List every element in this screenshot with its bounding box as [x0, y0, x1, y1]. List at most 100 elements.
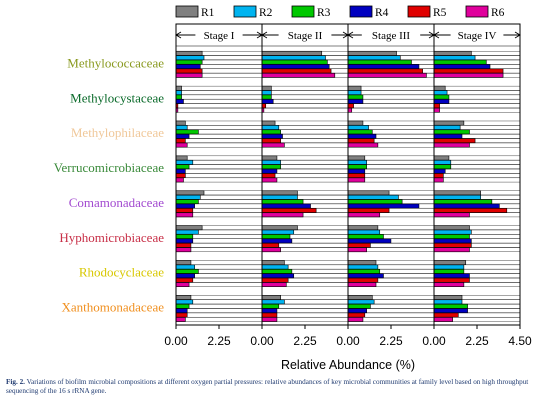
- bar-methylocystaceae-stage-ii-r2: [261, 90, 272, 96]
- bar-comamonadaceae-stage-iii-r3: [347, 199, 403, 205]
- bar-hyphomicrobiaceae-stage-iii-r3: [347, 234, 384, 239]
- grid-bar-methylocystaceae-1-2: [175, 90, 263, 95]
- grid-bar-methylocystaceae-1-3: [175, 94, 263, 100]
- x-tick-label-5: 0.00: [336, 334, 360, 348]
- bar-methylocystaceae-stage-i-r3: [175, 94, 182, 100]
- grid-bar-xanthomonadaceae-1-6: [175, 317, 263, 322]
- bar-comamonadaceae-stage-iii-r6: [347, 212, 381, 218]
- bar-methylococcaceae-stage-iv-r3: [433, 59, 487, 65]
- bar-comamonadaceae-stage-ii-r2: [261, 194, 298, 200]
- bar-methylophilaceae-stage-ii-r6: [261, 142, 285, 148]
- bar-hyphomicrobiaceae-stage-iv-r6: [433, 247, 470, 253]
- legend-label-r1: R1: [201, 7, 215, 19]
- grid-bar-methylocystaceae-1-4: [175, 99, 263, 104]
- bar-hyphomicrobiaceae-stage-ii-r3: [261, 234, 291, 239]
- bar-xanthomonadaceae-stage-iv-r4: [433, 308, 468, 314]
- bar-verrucomicrobiaceae-stage-iv-r3: [433, 164, 452, 170]
- bar-verrucomicrobiaceae-stage-ii-r2: [261, 159, 281, 165]
- bar-methylococcaceae-stage-iv-r2: [433, 55, 476, 61]
- bar-hyphomicrobiaceae-stage-i-r4: [175, 238, 194, 244]
- x-tick-label-4: 2.25: [293, 334, 317, 348]
- bar-methylocystaceae-stage-iv-r1: [433, 85, 446, 91]
- bar-rhodocyclaceae-stage-iv-r2: [433, 264, 465, 270]
- legend-label-r5: R5: [433, 7, 447, 19]
- panel-header-label-stage-ii: Stage II: [288, 30, 323, 42]
- grid-bar-xanthomonadaceae-1-5: [175, 312, 263, 318]
- grid-bar-methylophilaceae-1-5: [175, 138, 263, 143]
- bar-rhodocyclaceae-stage-iii-r2: [347, 264, 379, 270]
- panel-header-label-stage-i: Stage I: [204, 30, 235, 42]
- bar-rhodocyclaceae-stage-iii-r5: [347, 277, 379, 283]
- bar-hyphomicrobiaceae-stage-iv-r5: [433, 242, 472, 248]
- bar-comamonadaceae-stage-ii-r1: [261, 190, 298, 196]
- bar-hyphomicrobiaceae-stage-iv-r1: [433, 225, 470, 231]
- bar-rhodocyclaceae-stage-ii-r3: [261, 268, 293, 274]
- bar-rhodocyclaceae-stage-iv-r6: [433, 282, 465, 287]
- category-label-comamonadaceae: Comamonadaceae: [69, 195, 165, 210]
- bar-verrucomicrobiaceae-stage-iii-r3: [347, 164, 367, 170]
- bar-methylophilaceae-stage-ii-r1: [261, 120, 276, 126]
- grid-bar-methylocystaceae-4-5: [433, 103, 521, 109]
- bar-methylophilaceae-stage-iv-r1: [433, 120, 465, 126]
- bar-hyphomicrobiaceae-stage-ii-r5: [261, 242, 280, 248]
- bar-methylophilaceae-stage-iv-r5: [433, 138, 476, 144]
- bar-verrucomicrobiaceae-stage-ii-r5: [261, 173, 276, 178]
- bar-methylocystaceae-stage-i-r2: [175, 90, 182, 96]
- bar-xanthomonadaceae-stage-iii-r6: [347, 317, 364, 322]
- bar-hyphomicrobiaceae-stage-iv-r2: [433, 229, 472, 235]
- bar-verrucomicrobiaceae-stage-ii-r6: [261, 177, 278, 183]
- bar-hyphomicrobiaceae-stage-ii-r1: [261, 225, 298, 231]
- bar-xanthomonadaceae-stage-iii-r4: [347, 308, 367, 314]
- grid-bar-methylocystaceae-2-3: [261, 94, 349, 100]
- grid-bar-methylocystaceae-2-1: [261, 85, 349, 91]
- grid-bar-methylocystaceae-1-6: [175, 107, 263, 113]
- bar-methylocystaceae-stage-iv-r4: [433, 99, 450, 104]
- bar-methylococcaceae-stage-iii-r1: [347, 50, 397, 56]
- bar-rhodocyclaceae-stage-iv-r3: [433, 268, 465, 274]
- bar-methylophilaceae-stage-iv-r4: [433, 133, 463, 139]
- bar-rhodocyclaceae-stage-i-r4: [175, 273, 195, 279]
- caption-label: Fig. 2.: [6, 378, 25, 386]
- bar-methylophilaceae-stage-i-r5: [175, 138, 186, 144]
- bar-methylococcaceae-stage-i-r6: [175, 72, 203, 78]
- bar-verrucomicrobiaceae-stage-i-r2: [175, 159, 194, 165]
- grid-bar-methylocystaceae-3-5: [347, 103, 435, 109]
- bar-verrucomicrobiaceae-stage-iv-r6: [433, 177, 444, 183]
- caption-text: Variations of biofilm microbial composit…: [6, 378, 529, 395]
- bar-methylocystaceae-stage-ii-r3: [261, 94, 272, 100]
- bar-rhodocyclaceae-stage-iv-r4: [433, 273, 470, 279]
- bar-methylococcaceae-stage-iv-r4: [433, 64, 491, 69]
- figure-caption: Fig. 2. Variations of biofilm microbial …: [6, 378, 546, 396]
- bar-rhodocyclaceae-stage-iv-r1: [433, 260, 467, 265]
- bar-verrucomicrobiaceae-stage-ii-r1: [261, 155, 278, 161]
- bar-hyphomicrobiaceae-stage-iii-r5: [347, 242, 371, 248]
- grid-bar-verrucomicrobiaceae-1-6: [175, 177, 263, 183]
- bar-methylocystaceae-stage-iv-r3: [433, 94, 450, 100]
- bar-comamonadaceae-stage-ii-r6: [261, 212, 304, 218]
- x-tick-label-8: 2.25: [465, 334, 489, 348]
- bar-hyphomicrobiaceae-stage-i-r3: [175, 234, 194, 239]
- bar-verrucomicrobiaceae-stage-iv-r5: [433, 173, 444, 178]
- grid-bar-methylocystaceae-2-6: [261, 107, 349, 113]
- legend-swatch-r1: [175, 5, 199, 18]
- bar-methylophilaceae-stage-iv-r3: [433, 129, 470, 135]
- category-label-methylocystaceae: Methylocystaceae: [70, 90, 164, 105]
- legend-label-r4: R4: [375, 7, 389, 19]
- bar-methylococcaceae-stage-iii-r2: [347, 55, 401, 61]
- bar-xanthomonadaceae-stage-iv-r3: [433, 303, 468, 309]
- bar-rhodocyclaceae-stage-iii-r6: [347, 282, 377, 287]
- bar-verrucomicrobiaceae-stage-i-r6: [175, 177, 184, 183]
- bar-methylococcaceae-stage-iv-r5: [433, 68, 504, 74]
- panel-header-label-bg-2: [278, 28, 332, 41]
- grid-bar-methylocystaceae-2-2: [261, 90, 349, 95]
- bar-xanthomonadaceae-stage-iv-r2: [433, 299, 463, 305]
- category-label-rhodocyclaceae: Rhodocyclaceae: [79, 265, 164, 280]
- bar-methylocystaceae-stage-iii-r1: [347, 85, 362, 91]
- grid-bar-methylocystaceae-4-6: [433, 107, 521, 113]
- bar-comamonadaceae-stage-iv-r2: [433, 194, 481, 200]
- panel-header-label-stage-iii: Stage III: [372, 30, 411, 42]
- bar-hyphomicrobiaceae-stage-iii-r1: [347, 225, 379, 231]
- category-label-hyphomicrobiaceae: Hyphomicrobiaceae: [59, 230, 164, 245]
- bar-methylophilaceae-stage-iii-r4: [347, 133, 377, 139]
